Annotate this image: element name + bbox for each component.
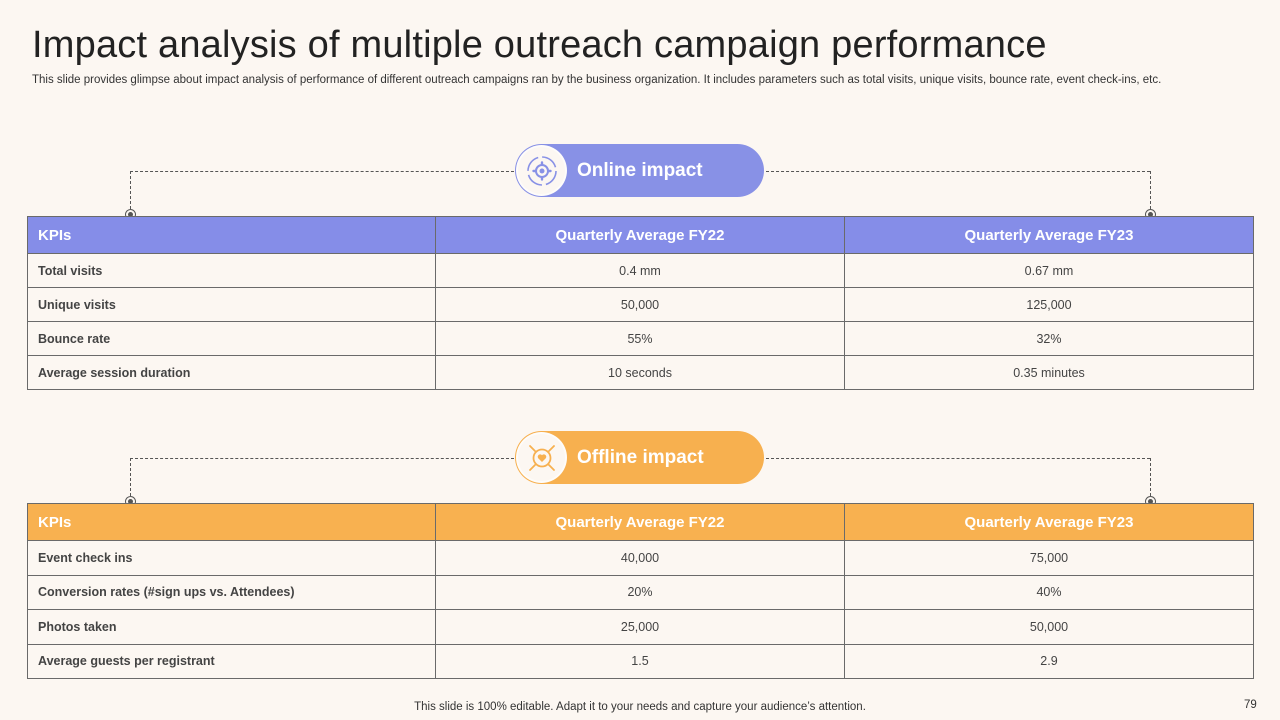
kpi-value-fy22: 40,000 (435, 540, 845, 576)
footer-note: This slide is 100% editable. Adapt it to… (414, 701, 866, 713)
table-row: Total visits 0.4 mm 0.67 mm (27, 253, 1254, 288)
kpi-name: Average session duration (27, 355, 436, 390)
kpi-value-fy23: 75,000 (844, 540, 1254, 576)
table-header-row: KPIs Quarterly Average FY22 Quarterly Av… (27, 503, 1254, 541)
table-row: Conversion rates (#sign ups vs. Attendee… (27, 574, 1254, 610)
kpi-value-fy22: 20% (435, 574, 845, 610)
table-row: Bounce rate 55% 32% (27, 321, 1254, 356)
kpi-value-fy22: 0.4 mm (435, 253, 845, 288)
kpi-value-fy23: 2.9 (844, 643, 1254, 679)
kpi-name: Average guests per registrant (27, 643, 436, 679)
connector-line (1150, 458, 1151, 501)
gear-cycle-icon (516, 145, 567, 196)
offline-impact-table: KPIs Quarterly Average FY22 Quarterly Av… (27, 503, 1254, 679)
column-header: KPIs (27, 503, 436, 541)
kpi-name: Total visits (27, 253, 436, 288)
connector-line (766, 458, 1150, 459)
table-row: Average guests per registrant 1.5 2.9 (27, 643, 1254, 679)
table-row: Photos taken 25,000 50,000 (27, 609, 1254, 645)
kpi-value-fy23: 0.35 minutes (844, 355, 1254, 390)
online-impact-table: KPIs Quarterly Average FY22 Quarterly Av… (27, 216, 1254, 390)
heart-hand-icon (516, 432, 567, 483)
connector-line (130, 458, 131, 501)
kpi-value-fy23: 0.67 mm (844, 253, 1254, 288)
online-impact-label: Online impact (577, 159, 703, 181)
kpi-value-fy23: 50,000 (844, 609, 1254, 645)
kpi-value-fy22: 10 seconds (435, 355, 845, 390)
column-header: Quarterly Average FY23 (844, 216, 1254, 254)
connector-line (130, 458, 514, 459)
kpi-name: Conversion rates (#sign ups vs. Attendee… (27, 574, 436, 610)
column-header: Quarterly Average FY22 (435, 503, 845, 541)
page-subtitle: This slide provides glimpse about impact… (32, 74, 1162, 86)
connector-line (130, 171, 131, 214)
kpi-name: Unique visits (27, 287, 436, 322)
kpi-value-fy22: 25,000 (435, 609, 845, 645)
offline-impact-badge: Offline impact (515, 431, 764, 484)
kpi-name: Event check ins (27, 540, 436, 576)
connector-line (130, 171, 514, 172)
kpi-value-fy23: 40% (844, 574, 1254, 610)
page-title: Impact analysis of multiple outreach cam… (32, 24, 1047, 66)
offline-impact-label: Offline impact (577, 446, 704, 468)
kpi-name: Photos taken (27, 609, 436, 645)
connector-line (766, 171, 1150, 172)
kpi-value-fy22: 1.5 (435, 643, 845, 679)
kpi-name: Bounce rate (27, 321, 436, 356)
kpi-value-fy22: 55% (435, 321, 845, 356)
column-header: Quarterly Average FY22 (435, 216, 845, 254)
page-number: 79 (1244, 699, 1257, 711)
kpi-value-fy22: 50,000 (435, 287, 845, 322)
column-header: KPIs (27, 216, 436, 254)
online-impact-badge: Online impact (515, 144, 764, 197)
column-header: Quarterly Average FY23 (844, 503, 1254, 541)
table-header-row: KPIs Quarterly Average FY22 Quarterly Av… (27, 216, 1254, 254)
connector-line (1150, 171, 1151, 214)
kpi-value-fy23: 32% (844, 321, 1254, 356)
table-row: Unique visits 50,000 125,000 (27, 287, 1254, 322)
table-row: Average session duration 10 seconds 0.35… (27, 355, 1254, 390)
kpi-value-fy23: 125,000 (844, 287, 1254, 322)
table-row: Event check ins 40,000 75,000 (27, 540, 1254, 576)
